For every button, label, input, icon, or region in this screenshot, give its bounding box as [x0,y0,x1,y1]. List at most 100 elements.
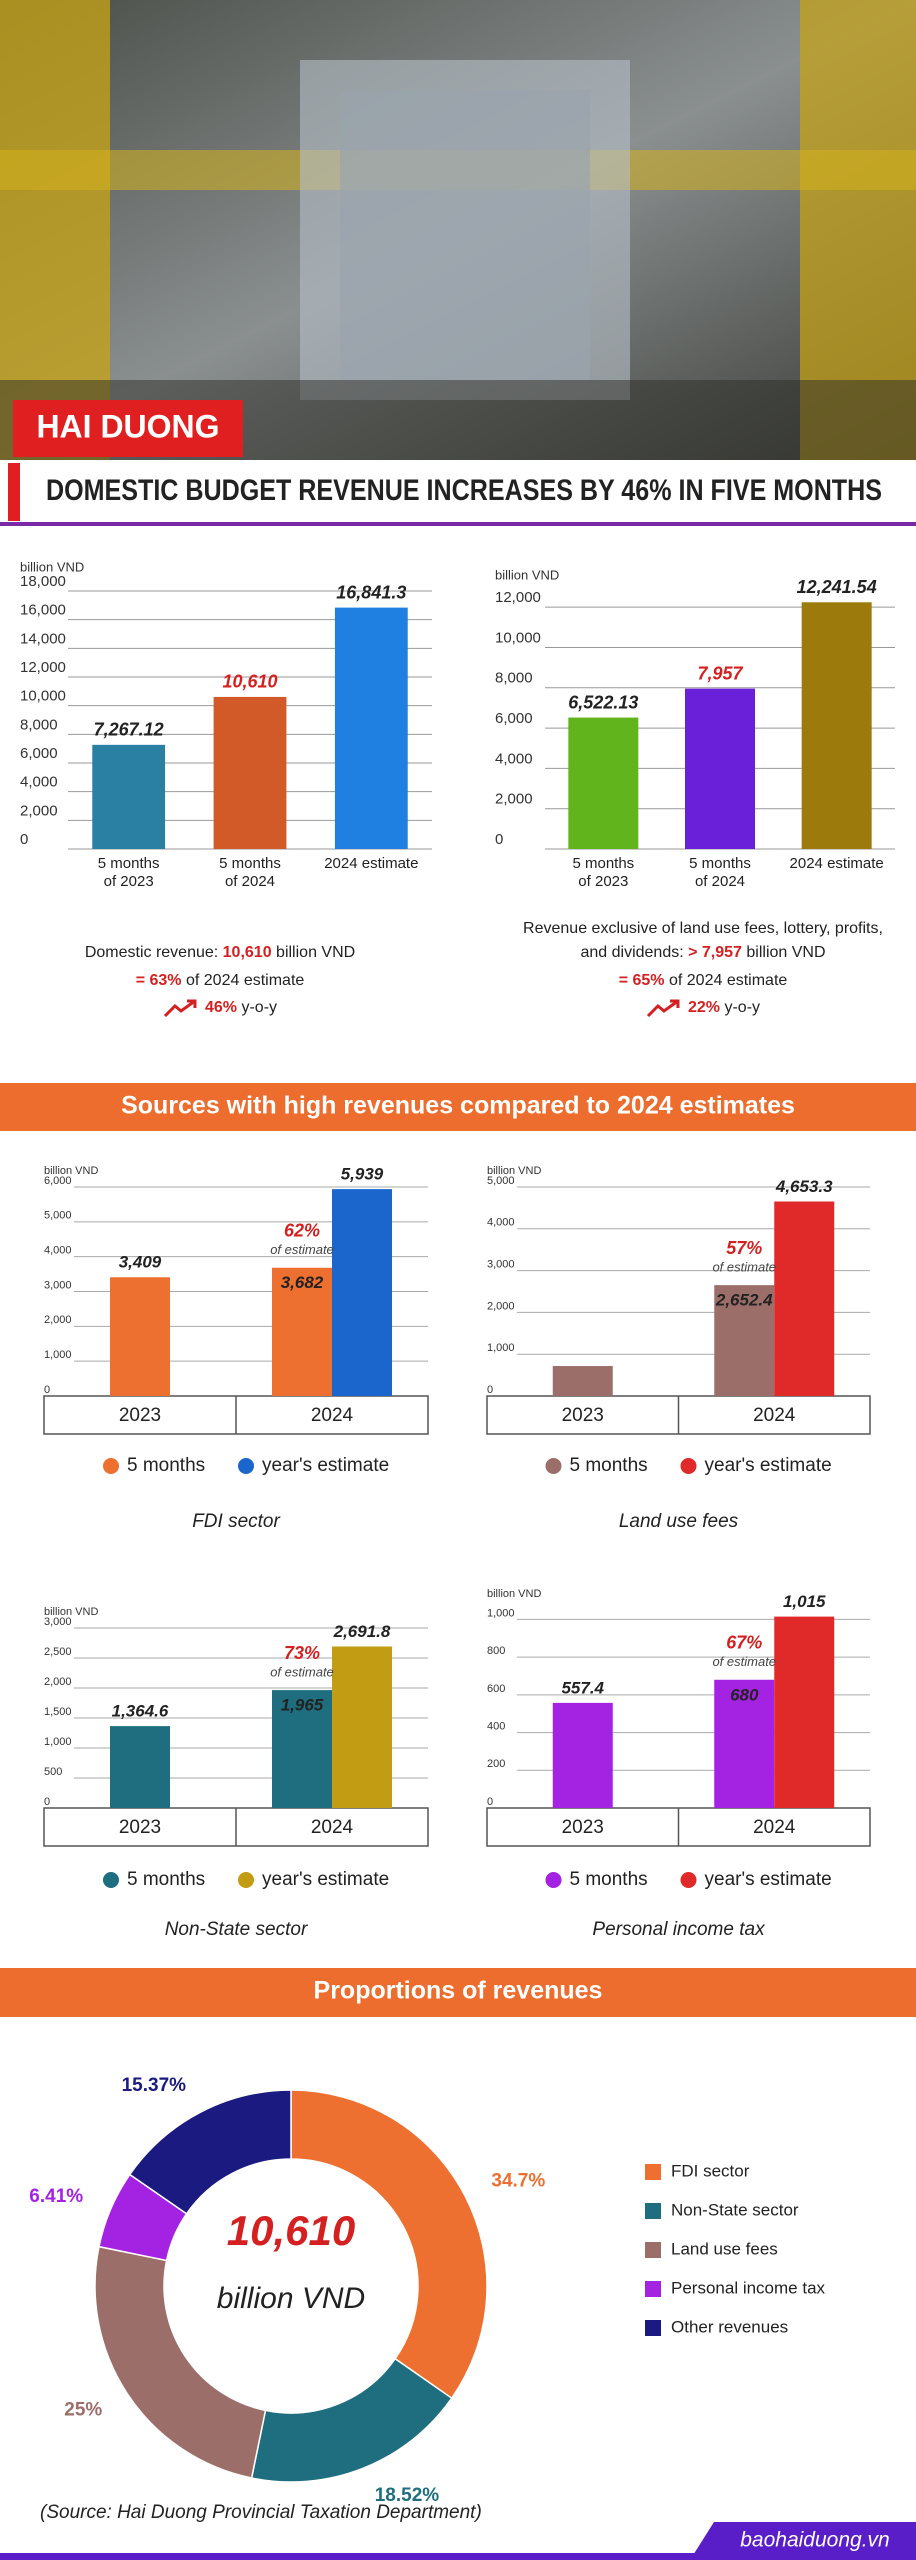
y-axis-label: billion VND [487,1165,541,1177]
legend-marker [680,1872,697,1888]
legend-label: year's estimate [705,1869,832,1890]
y-tick-label: 1,000 [44,1736,72,1748]
y-tick-label: 5,000 [44,1210,72,1222]
y-tick-label: 6,000 [44,1175,72,1187]
text: Domestic revenue: [84,944,219,961]
y-tick-label: 0 [20,831,28,848]
title-accent [8,463,20,521]
y-tick-label: 2,000 [44,1676,72,1688]
legend-marker [645,2320,661,2336]
value-label: 1,015 [783,1592,826,1611]
section-title: Sources with high revenues compared to 2… [121,1092,795,1120]
legend-label: FDI sector [671,2161,750,2180]
legend-label: year's estimate [262,1869,389,1890]
highlight: 22% [687,999,721,1017]
text: billion VND [276,944,356,961]
y-tick-label: 1,500 [44,1706,72,1718]
y-tick-label: 2,500 [44,1646,72,1658]
y-tick-label: 0 [44,1384,50,1396]
value-label: 12,241.54 [797,577,877,597]
y-tick-label: 18,000 [20,573,66,590]
bar [272,1690,332,1808]
chart-title: Non-State sector [165,1919,308,1940]
source: (Source: Hai Duong Provincial Taxation D… [40,2502,482,2523]
location-badge [13,400,243,457]
legend-marker [645,2281,661,2297]
y-tick-label: 3,000 [44,1616,72,1628]
y-tick-label: 800 [487,1645,505,1657]
legend-label: Other revenues [671,2317,788,2336]
x-tick-label: 2023 [562,1817,604,1838]
legend-label: 5 months [127,1869,205,1890]
annotation-percent: 57% [726,1238,762,1258]
value-label: 25% [64,2399,102,2420]
legend-label: Personal income tax [671,2278,826,2297]
y-tick-label: 1,000 [487,1607,515,1619]
y-tick-label: 3,000 [487,1259,515,1271]
y-tick-label: 200 [487,1758,505,1770]
y-tick-label: 0 [495,831,503,848]
bar [552,1702,613,1808]
trend-icon [163,999,197,1018]
value-label: 10,610 [222,672,277,692]
y-tick-label: 6,000 [20,745,58,762]
legend-marker [545,1458,562,1474]
bar [92,744,166,849]
annotation-text: of estimate [712,1654,776,1669]
y-axis-label: billion VND [20,559,84,574]
y-tick-label: 4,000 [487,1217,515,1229]
page-title: DOMESTIC BUDGET REVENUE INCREASES BY 46%… [46,474,882,507]
value-label: 2,652.4 [715,1291,773,1310]
value-label: 3,682 [281,1273,324,1292]
section-banner [0,1968,916,2017]
y-tick-label: 12,000 [495,589,541,606]
legend-marker [645,2242,661,2258]
y-tick-label: 4,000 [495,750,533,767]
text: y-o-y [241,999,278,1017]
legend-marker [680,1458,697,1474]
highlight: = 65% [618,972,665,989]
section-banner [0,1083,916,1131]
footer-strip [0,2553,916,2560]
y-tick-label: 0 [44,1796,50,1808]
value-label: 2,691.8 [333,1622,391,1641]
legend-label: 5 months [127,1455,205,1476]
center-value: 10,610 [227,2207,355,2254]
bar [334,607,408,849]
highlight: > 7,957 [688,944,742,961]
x-tick-label: 5 months of 2023 [97,855,160,890]
value-label: 34.7% [491,2171,545,2192]
value-label: 1,364.6 [112,1702,169,1721]
highlight: = 63% [135,972,182,989]
value-label: 18.52% [375,2485,440,2506]
legend-marker [103,1872,119,1888]
y-tick-label: 400 [487,1720,505,1732]
x-tick-label: 2023 [119,1405,161,1426]
summary-left: 46% y-o-y [163,998,277,1018]
legend-marker [545,1872,562,1888]
value-label: 557.4 [561,1678,604,1697]
y-axis-label: billion VND [487,1588,541,1600]
y-tick-label: 12,000 [20,659,66,676]
value-label: 7,957 [697,663,743,683]
legend-marker [238,1458,254,1474]
value-label: 4,653.3 [775,1177,833,1196]
x-tick-label: 2023 [119,1817,161,1838]
value-label: 680 [730,1685,759,1704]
legend-marker [645,2164,661,2180]
text: billion VND [746,944,826,961]
footer-site[interactable]: baohaiduong.vn [740,2529,889,2552]
footer-tab [690,2522,916,2560]
value-label: 16,841.3 [336,582,406,602]
bar [110,1277,170,1396]
annotation-percent: 67% [726,1633,762,1653]
donut-segment [290,2089,488,2400]
bar [213,696,287,849]
legend-marker [103,1458,119,1474]
text: of 2024 estimate [185,972,305,989]
text: Revenue exclusive of land use fees, lott… [523,920,883,937]
bar [774,1616,835,1808]
bar [568,717,639,849]
legend-label: Land use fees [671,2239,778,2258]
